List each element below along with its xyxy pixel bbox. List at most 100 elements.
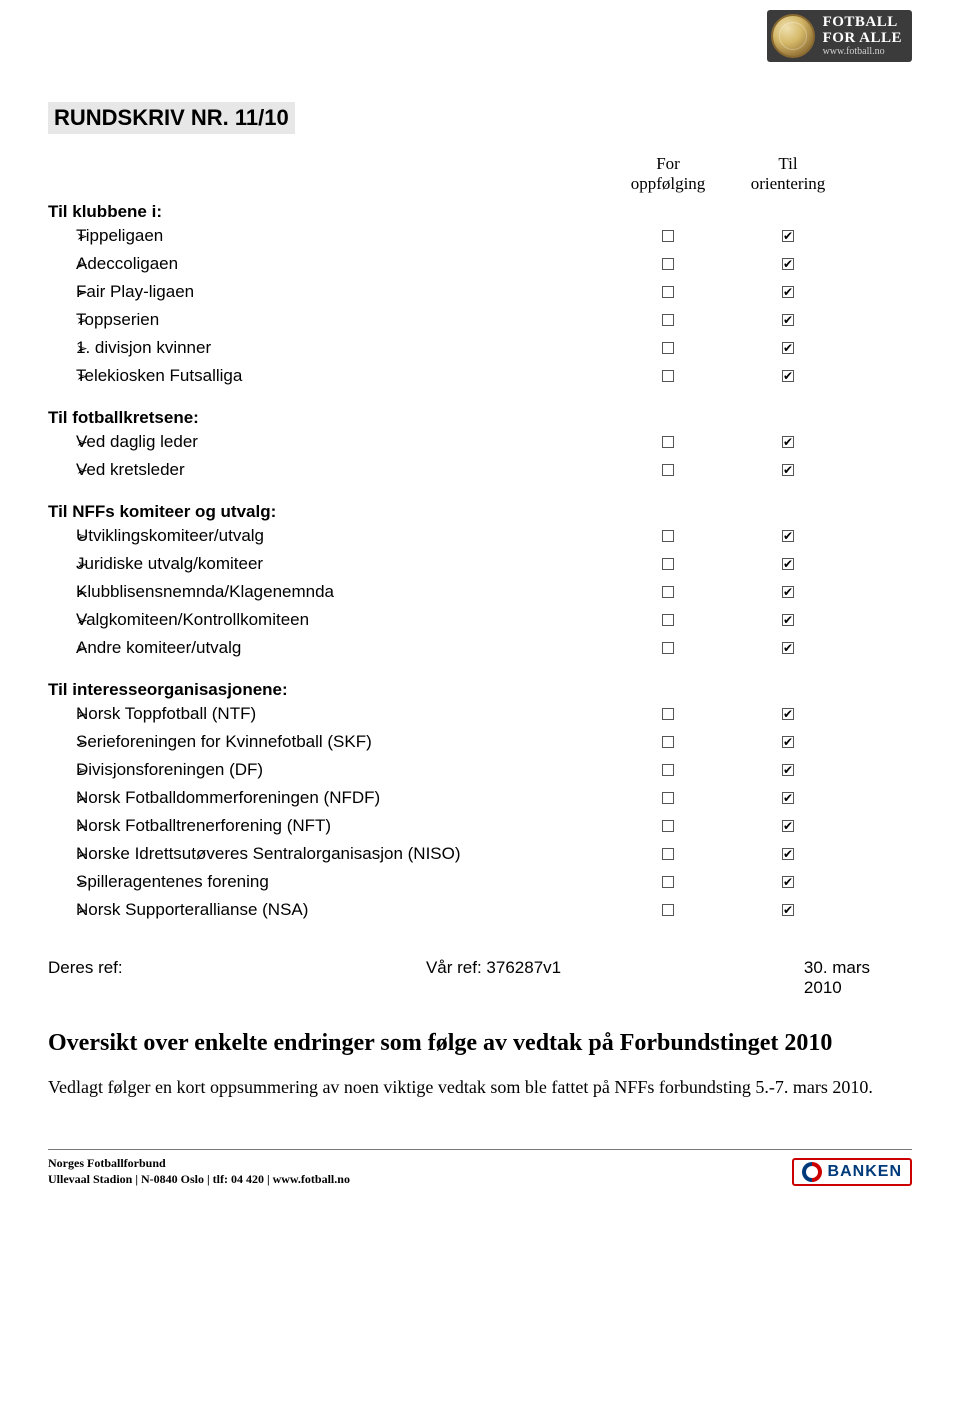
list-item: ➢Telekiosken Futsalliga✔ [48,362,912,390]
checkbox-info[interactable]: ✔ [782,230,794,242]
checkbox-info[interactable]: ✔ [782,848,794,860]
list-item: ➢1. divisjon kvinner✔ [48,334,912,362]
checkbox-info[interactable]: ✔ [782,820,794,832]
list-item: ➢Ved kretsleder✔ [48,456,912,484]
checkbox-followup[interactable] [662,342,674,354]
bullet-icon: ➢ [48,762,76,779]
checkbox-info[interactable]: ✔ [782,370,794,382]
section-heading: Til NFFs komiteer og utvalg: [48,502,912,522]
checkbox-followup[interactable] [662,230,674,242]
bullet-icon: ➢ [48,640,76,657]
list-item-label: 1. divisjon kvinner [76,338,211,358]
checkbox-info[interactable]: ✔ [782,286,794,298]
list-item: ➢Norsk Fotballtrenerforening (NFT) ✔ [48,812,912,840]
checkbox-followup[interactable] [662,614,674,626]
bullet-icon: ➢ [48,874,76,891]
checkbox-info[interactable]: ✔ [782,904,794,916]
checkbox-followup[interactable] [662,436,674,448]
checkbox-followup[interactable] [662,314,674,326]
checkbox-info[interactable]: ✔ [782,342,794,354]
checkbox-followup[interactable] [662,286,674,298]
checkbox-followup[interactable] [662,736,674,748]
section-heading: Til klubbene i: [48,202,912,222]
checkbox-followup[interactable] [662,708,674,720]
bullet-icon: ➢ [48,734,76,751]
list-item-label: Toppserien [76,310,159,330]
list-item-label: Norsk Fotballdommerforeningen (NFDF) [76,788,380,808]
checkbox-followup[interactable] [662,876,674,888]
checkbox-followup[interactable] [662,530,674,542]
list-item: ➢Toppserien ✔ [48,306,912,334]
list-item-label: Norsk Fotballtrenerforening (NFT) [76,816,331,836]
list-item: ➢Serieforeningen for Kvinnefotball (SKF)… [48,728,912,756]
bullet-icon: ➢ [48,790,76,807]
bullet-icon: ➢ [48,368,76,385]
fotball-for-alle-badge: FOTBALL FOR ALLE www.fotball.no [767,10,912,62]
document-title: RUNDSKRIV NR. 11/10 [48,102,295,134]
bank-name: BANKEN [828,1163,902,1181]
list-item: ➢Norske Idrettsutøveres Sentralorganisas… [48,840,912,868]
list-item-label: Utviklingskomiteer/utvalg [76,526,264,546]
checkbox-info[interactable]: ✔ [782,558,794,570]
bullet-icon: ➢ [48,818,76,835]
checkbox-followup[interactable] [662,848,674,860]
nff-emblem-icon [771,14,815,58]
checkbox-followup[interactable] [662,464,674,476]
list-item-label: Ved kretsleder [76,460,185,480]
list-item-label: Norske Idrettsutøveres Sentralorganisasj… [76,844,461,864]
checkbox-info[interactable]: ✔ [782,792,794,804]
bullet-icon: ➢ [48,312,76,329]
document-paragraph: Vedlagt følger en kort oppsummering av n… [48,1075,912,1099]
checkbox-info[interactable]: ✔ [782,530,794,542]
badge-line2: FOR ALLE [823,31,902,47]
checkbox-info[interactable]: ✔ [782,464,794,476]
checkbox-followup[interactable] [662,558,674,570]
section-heading: Til interesseorganisasjonene: [48,680,912,700]
checkbox-info[interactable]: ✔ [782,436,794,448]
checkbox-followup[interactable] [662,586,674,598]
col-header-followup: Foroppfølging [608,154,728,194]
checkbox-followup[interactable] [662,764,674,776]
ref-date: 30. mars 2010 [804,958,912,998]
document-heading: Oversikt over enkelte endringer som følg… [48,1028,912,1059]
bullet-icon: ➢ [48,528,76,545]
var-ref: Vår ref: 376287v1 [426,958,804,998]
checkbox-info[interactable]: ✔ [782,258,794,270]
checkbox-followup[interactable] [662,258,674,270]
list-item-label: Norsk Toppfotball (NTF) [76,704,256,724]
checkbox-info[interactable]: ✔ [782,764,794,776]
checkbox-followup[interactable] [662,642,674,654]
bullet-icon: ➢ [48,556,76,573]
checkbox-followup[interactable] [662,370,674,382]
reference-row: Deres ref: Vår ref: 376287v1 30. mars 20… [48,958,912,998]
bullet-icon: ➢ [48,706,76,723]
checkbox-followup[interactable] [662,820,674,832]
bullet-icon: ➢ [48,612,76,629]
list-item: ➢Klubblisensnemnda/Klagenemnda✔ [48,578,912,606]
list-item-label: Serieforeningen for Kvinnefotball (SKF) [76,732,372,752]
bullet-icon: ➢ [48,256,76,273]
checkbox-info[interactable]: ✔ [782,586,794,598]
checkbox-info[interactable]: ✔ [782,314,794,326]
list-item-label: Klubblisensnemnda/Klagenemnda [76,582,334,602]
list-item-label: Andre komiteer/utvalg [76,638,241,658]
checkbox-followup[interactable] [662,904,674,916]
header-logo-bar: FOTBALL FOR ALLE www.fotball.no [48,0,912,102]
checkbox-followup[interactable] [662,792,674,804]
footer-divider [48,1149,912,1150]
checkbox-info[interactable]: ✔ [782,736,794,748]
list-item-label: Spilleragentenes forening [76,872,269,892]
list-item-label: Ved daglig leder [76,432,198,452]
list-item-label: Fair Play-ligaen [76,282,194,302]
list-item: ➢Tippeligaen✔ [48,222,912,250]
checkbox-info[interactable]: ✔ [782,642,794,654]
checkbox-info[interactable]: ✔ [782,708,794,720]
checkbox-info[interactable]: ✔ [782,614,794,626]
section-heading: Til fotballkretsene: [48,408,912,428]
bullet-icon: ➢ [48,434,76,451]
list-item: ➢Ved daglig leder ✔ [48,428,912,456]
col-header-info: Tilorientering [728,154,848,194]
list-item-label: Tippeligaen [76,226,163,246]
list-item: ➢Valgkomiteen/Kontrollkomiteen✔ [48,606,912,634]
checkbox-info[interactable]: ✔ [782,876,794,888]
